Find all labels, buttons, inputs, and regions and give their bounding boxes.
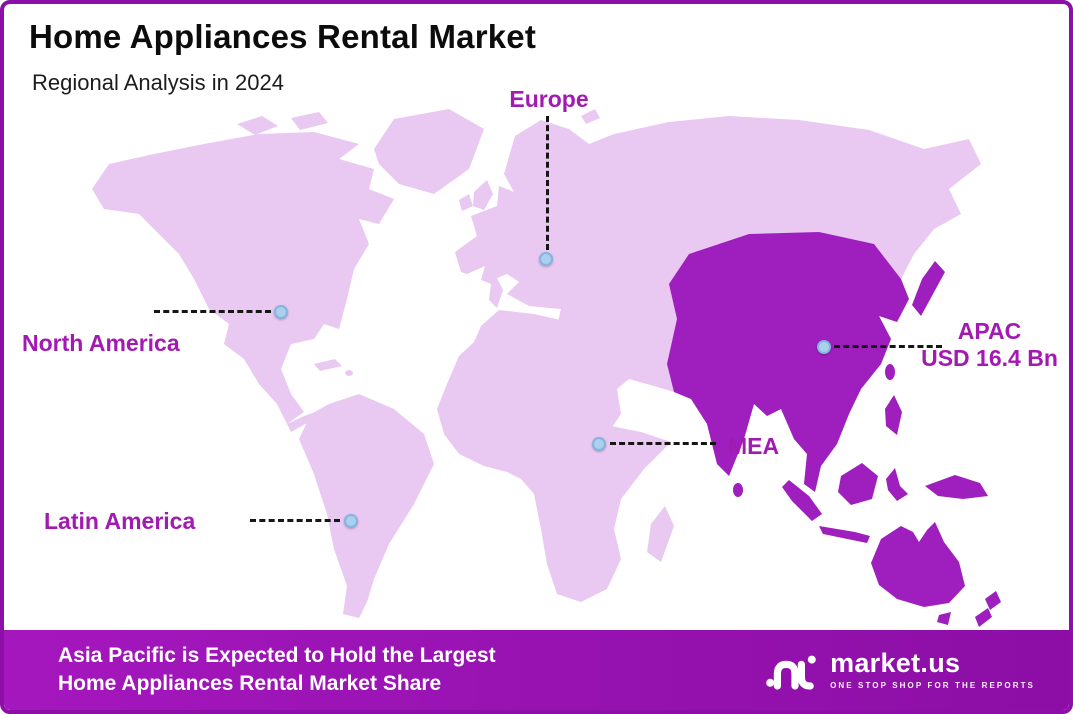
marker-europe: [539, 252, 553, 266]
region-new-zealand-north: [985, 591, 1001, 610]
page-title: Home Appliances Rental Market: [29, 18, 537, 55]
page-subtitle: Regional Analysis in 2024: [32, 70, 284, 95]
label-mea: MEA: [728, 433, 780, 459]
label-apac-value: USD 16.4 Bn: [921, 345, 1058, 372]
region-taiwan: [885, 364, 895, 380]
region-australia: [871, 522, 965, 607]
label-europe: Europe: [509, 86, 589, 112]
label-latin-america: Latin America: [44, 508, 196, 534]
region-japan: [912, 261, 945, 316]
region-sulawesi: [886, 468, 908, 501]
region-iceland: [425, 149, 447, 168]
brand-logo: market.us ONE STOP SHOP FOR THE REPORTS: [764, 650, 1035, 690]
banner-line-1: Asia Pacific is Expected to Hold the Lar…: [58, 644, 496, 668]
label-apac: APAC: [957, 318, 1022, 344]
leader-line-latin-america: [250, 519, 340, 522]
label-north-america: North America: [22, 330, 180, 356]
brand-tagline: ONE STOP SHOP FOR THE REPORTS: [830, 681, 1035, 690]
region-new-guinea: [925, 475, 988, 499]
region-africa: [437, 310, 671, 602]
region-new-zealand-south: [975, 608, 992, 627]
brand-text-block: market.us ONE STOP SHOP FOR THE REPORTS: [830, 648, 1035, 691]
bottom-banner: Asia Pacific is Expected to Hold the Lar…: [4, 630, 1069, 710]
leader-line-europe: [546, 116, 549, 250]
region-arctic-island-2: [291, 112, 328, 130]
region-borneo: [838, 463, 878, 505]
region-java: [819, 526, 870, 543]
market-us-squiggle-icon: [766, 655, 816, 690]
banner-text: Asia Pacific is Expected to Hold the Lar…: [58, 642, 496, 697]
banner-line-2: Home Appliances Rental Market Share: [58, 672, 442, 695]
region-north-america: [92, 132, 394, 424]
region-apac-mainland: [667, 232, 909, 492]
brand-name: market.us: [830, 648, 961, 678]
marker-latin-america: [344, 514, 358, 528]
leader-line-apac: [834, 345, 942, 348]
label-apac-block: APAC USD 16.4 Bn: [912, 318, 1067, 372]
region-greenland: [374, 109, 484, 194]
region-hispaniola: [345, 370, 353, 376]
region-svalbard: [581, 109, 600, 124]
leader-line-mea: [610, 442, 716, 445]
region-cuba: [314, 359, 342, 371]
leader-line-north-america: [154, 310, 271, 313]
marker-north-america: [274, 305, 288, 319]
region-tasmania: [937, 612, 951, 625]
region-united-kingdom: [473, 180, 493, 210]
region-sri-lanka: [733, 483, 743, 497]
region-philippines: [885, 395, 902, 435]
marker-mea: [592, 437, 606, 451]
region-ireland: [459, 194, 473, 211]
region-madagascar: [647, 506, 674, 562]
region-south-america: [299, 394, 434, 618]
region-sumatra: [782, 480, 822, 521]
world-map: [92, 109, 1001, 627]
region-arctic-island-1: [237, 116, 278, 135]
marker-apac: [817, 340, 831, 354]
